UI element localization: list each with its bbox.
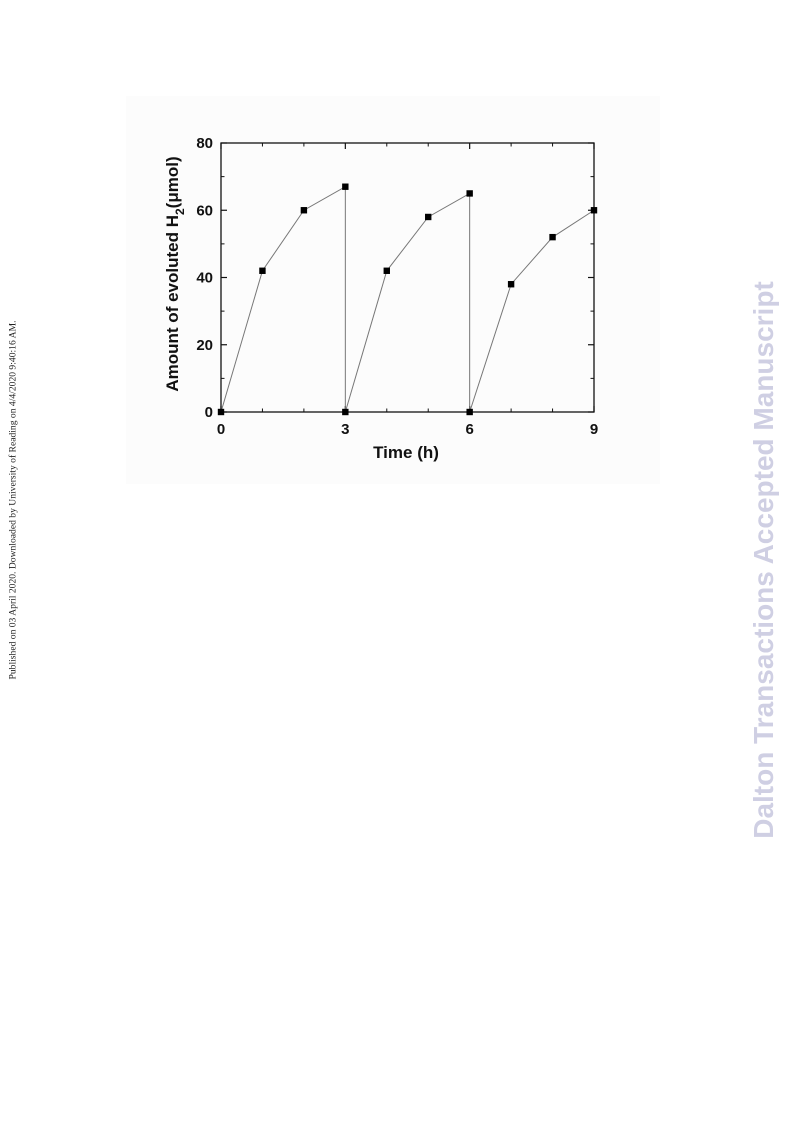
y-tick-label: 40 xyxy=(196,270,213,287)
data-point xyxy=(549,233,556,241)
y-tick-label: 60 xyxy=(196,202,213,219)
data-point xyxy=(217,408,225,416)
series-markers xyxy=(217,183,598,416)
chart: 0 3 6 9 0 20 40 60 80 Time (h) Amount of evolute… xyxy=(163,135,598,462)
axes: 0 3 6 9 0 20 40 60 80 xyxy=(196,135,598,438)
x-axis-title: Time (h) xyxy=(373,443,439,462)
y-tick-label: 80 xyxy=(196,135,213,152)
data-point xyxy=(425,213,432,221)
publication-note: Published on 03 April 2020. Downloaded b… xyxy=(7,320,19,680)
data-point xyxy=(259,267,266,274)
x-tick-label: 0 xyxy=(217,421,225,438)
y-axis-title-unit: (μmol) xyxy=(163,156,182,208)
y-tick-label: 0 xyxy=(205,404,213,421)
x-tick-label: 6 xyxy=(465,421,473,438)
series-line xyxy=(220,185,595,413)
data-point xyxy=(300,207,308,214)
data-point xyxy=(466,190,473,197)
data-point xyxy=(383,267,390,274)
data-point xyxy=(466,408,473,416)
series-polyline xyxy=(220,185,595,413)
data-point xyxy=(342,408,349,416)
y-axis-title-subscript: 2 xyxy=(173,208,187,215)
x-tick-label: 9 xyxy=(590,421,598,438)
x-tick-label: 3 xyxy=(341,421,349,438)
y-tick-label: 20 xyxy=(196,337,213,354)
y-axis-title: Amount of evoluted H2(μmol) xyxy=(163,156,187,391)
y-axis-title-main: Amount of evoluted H xyxy=(163,215,182,392)
data-point xyxy=(507,281,515,288)
figure-panel: 0 3 6 9 0 20 40 60 80 Time (h) Amount of evolute… xyxy=(126,96,660,484)
plot-frame xyxy=(220,142,595,413)
data-point xyxy=(590,207,598,214)
journal-watermark: Dalton Transactions Accepted Manuscript xyxy=(748,281,779,839)
data-point xyxy=(342,183,349,190)
